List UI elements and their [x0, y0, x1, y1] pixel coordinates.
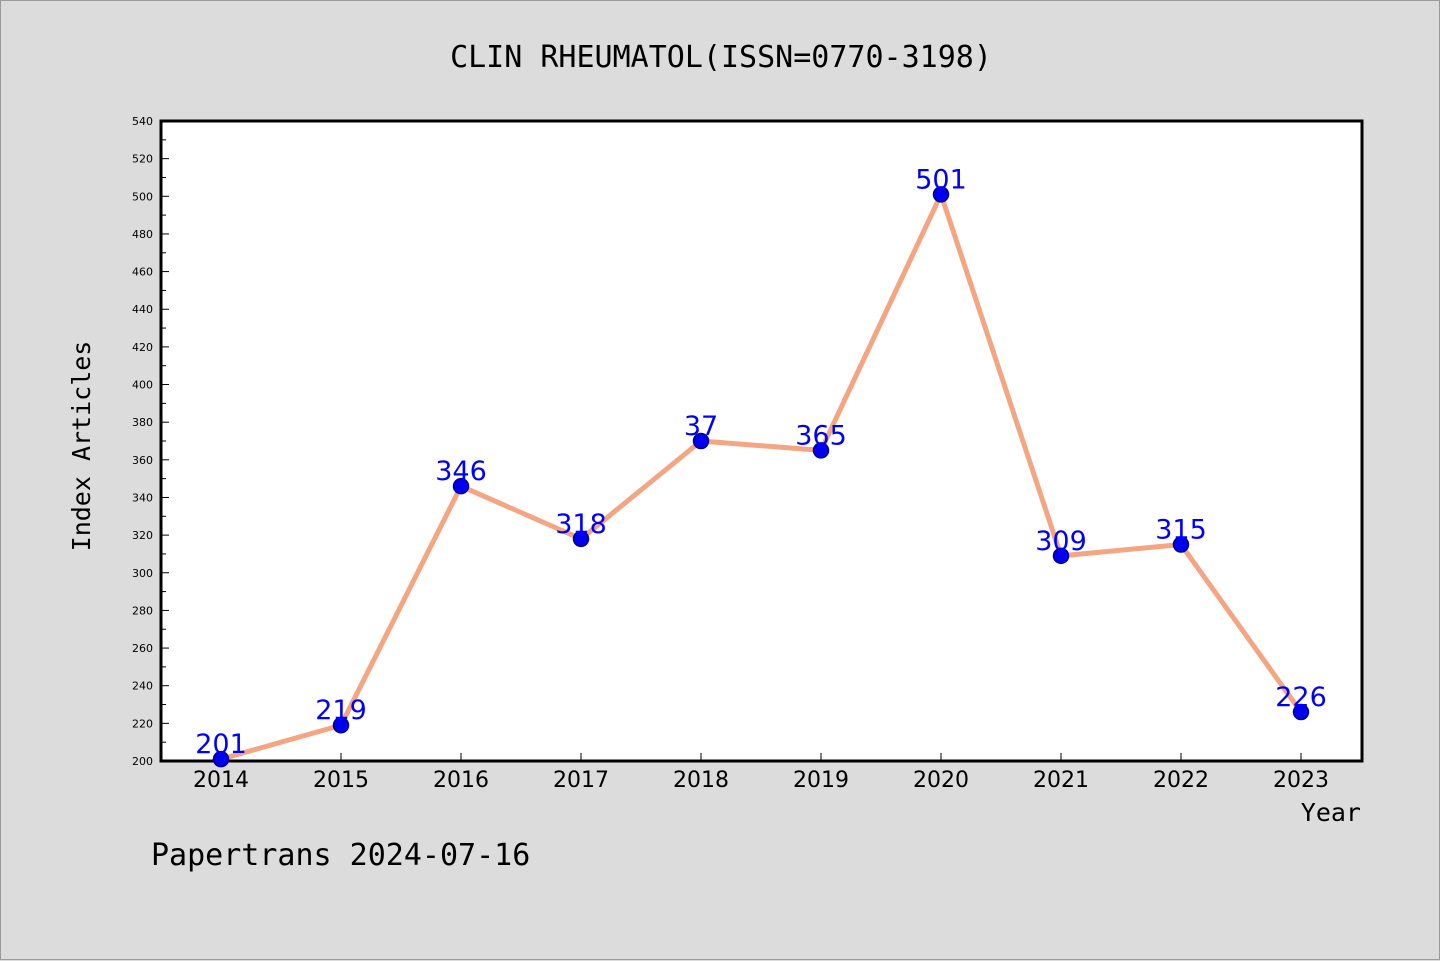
data-point: [1292, 703, 1310, 721]
data-points: [212, 186, 1310, 768]
data-label: 365: [795, 420, 847, 451]
x-axis-title: Year: [1301, 798, 1361, 827]
data-point: [812, 442, 830, 459]
y-tick-label: 360: [132, 454, 153, 467]
y-tick-label: 380: [132, 416, 153, 429]
y-tick-label: 300: [132, 567, 153, 580]
y-tick-label: 480: [132, 228, 153, 241]
chart-title: CLIN RHEUMATOL(ISSN=0770-3198): [450, 40, 992, 75]
x-axis: 2014 2015 2016 2017 2018 2019 2020 2021 2022 2023: [193, 753, 1329, 793]
y-tick-label: 500: [132, 190, 153, 203]
y-tick-label: 400: [132, 379, 153, 392]
footer-watermark: Papertrans 2024-07-16: [151, 838, 530, 873]
y-tick-label: 200: [132, 755, 153, 768]
x-tick-label: 2021: [1033, 768, 1089, 793]
series-line: [218, 191, 1304, 762]
data-labels: 201 219 346 318 37 365 501 309 315 226: [195, 164, 1327, 760]
y-axis: 200 220 240 260 280 300 320 340 360 380 400 420 440 4…: [132, 115, 169, 768]
data-label: 315: [1155, 515, 1207, 546]
x-tick-label: 2023: [1273, 768, 1329, 793]
y-tick-label: 460: [132, 266, 153, 279]
y-tick-label: 340: [132, 491, 153, 504]
x-tick-label: 2022: [1153, 768, 1209, 793]
y-axis-title: Index Articles: [67, 341, 96, 552]
plot-area: [159, 119, 1364, 763]
data-point: [932, 186, 950, 203]
x-tick-label: 2014: [193, 768, 249, 793]
data-label: 318: [555, 509, 607, 540]
x-tick-label: 2018: [673, 768, 729, 793]
data-point: [452, 477, 470, 495]
data-label: 219: [315, 695, 367, 726]
y-tick-label: 280: [132, 604, 153, 617]
y-tick-label: 440: [132, 303, 153, 316]
data-label: 226: [1275, 682, 1327, 713]
y-tick-label: 240: [132, 680, 153, 693]
y-tick-label: 520: [132, 153, 153, 166]
y-tick-label: 540: [132, 115, 153, 128]
data-label: 37: [684, 411, 718, 442]
y-tick-label: 220: [132, 717, 153, 730]
x-tick-label: 2016: [433, 768, 489, 793]
x-tick-label: 2019: [793, 768, 849, 793]
y-tick-label: 320: [132, 529, 153, 542]
y-tick-label: 420: [132, 341, 153, 354]
data-point: [1172, 536, 1190, 553]
data-point: [1052, 547, 1070, 565]
data-point: [332, 716, 350, 734]
data-label: 346: [435, 456, 487, 487]
data-point: [572, 530, 590, 548]
x-tick-label: 2020: [913, 768, 969, 793]
data-point: [212, 750, 230, 768]
x-tick-label: 2017: [553, 768, 609, 793]
data-label: 201: [195, 729, 247, 760]
data-point: [692, 432, 710, 450]
y-tick-label: 260: [132, 642, 153, 655]
x-tick-label: 2015: [313, 768, 369, 793]
data-label: 309: [1035, 526, 1087, 557]
data-label: 501: [915, 164, 967, 195]
